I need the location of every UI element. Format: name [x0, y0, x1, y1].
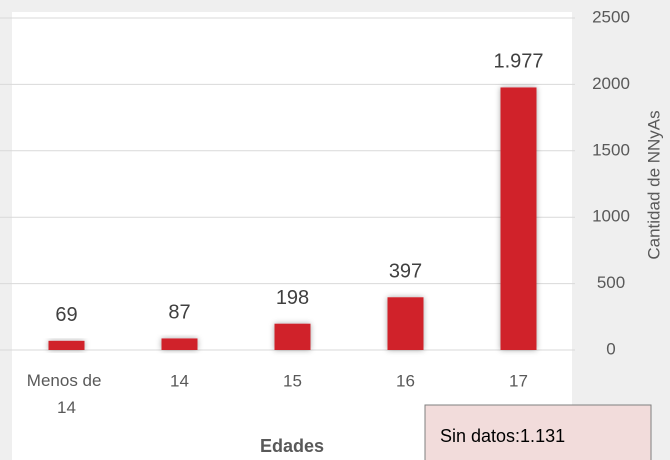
- bar: [387, 297, 424, 350]
- data-label: 87: [168, 302, 190, 324]
- y-tick-label: 2000: [592, 74, 630, 93]
- annotation-box: [424, 404, 652, 460]
- bar: [274, 323, 311, 350]
- y-tick-label: 2500: [592, 7, 630, 26]
- data-label: 198: [276, 287, 309, 309]
- data-label: 1.977: [493, 51, 543, 73]
- x-tick-label: 16: [396, 371, 415, 390]
- y-tick-label: 1000: [592, 207, 630, 226]
- data-label: 397: [389, 261, 422, 283]
- y-tick-label: 500: [597, 273, 625, 292]
- data-label: 69: [55, 304, 77, 326]
- y-axis-label: Cantidad de NNyAs: [644, 110, 663, 259]
- x-tick-label: 17: [509, 371, 528, 390]
- x-tick-label: Menos de 14: [27, 371, 106, 417]
- bar: [161, 338, 198, 350]
- x-tick-label: 15: [283, 371, 302, 390]
- x-tick-label: 14: [170, 371, 189, 390]
- annotation: Sin datos:1.131: [440, 426, 565, 446]
- y-tick-label: 0: [606, 339, 615, 358]
- y-tick-label: 1500: [592, 140, 630, 159]
- plot-background: [12, 12, 572, 460]
- x-axis-label: Edades: [260, 436, 324, 456]
- bar: [500, 87, 537, 350]
- bar: [48, 340, 85, 350]
